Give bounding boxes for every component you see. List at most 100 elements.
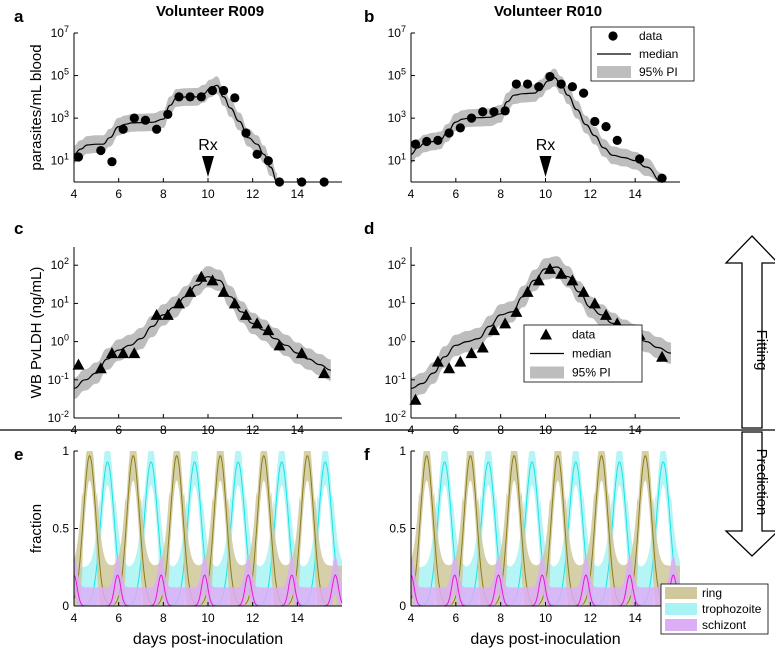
- data-point: [489, 107, 499, 117]
- x-tick-label: 8: [497, 187, 504, 201]
- legend-label: ring: [702, 586, 722, 600]
- x-tick-label: 4: [408, 187, 415, 201]
- y-axis-label: fraction: [28, 504, 45, 553]
- data-point: [117, 347, 130, 359]
- panel-d: d 4 6 8 10 12 14 10-2 10-1 100 101 102 data median 95%…: [364, 219, 680, 437]
- y-tick-label: 0.5: [389, 522, 406, 536]
- legend-label: median: [639, 47, 678, 61]
- data-point: [230, 93, 240, 103]
- x-tick-label: 8: [497, 423, 504, 437]
- median-line: [73, 276, 331, 389]
- data-point: [422, 136, 432, 147]
- rx-annotation-arrow: [539, 156, 552, 177]
- x-tick-label: 12: [246, 423, 260, 437]
- x-tick-label: 6: [452, 611, 459, 625]
- data-point: [152, 124, 162, 134]
- x-tick-label: 14: [291, 423, 305, 437]
- data-point: [207, 85, 218, 96]
- schizont-line: [73, 574, 343, 607]
- panel-letter: b: [364, 7, 374, 26]
- y-tick-label: 0: [399, 599, 406, 613]
- y-tick-label: 102: [388, 256, 406, 272]
- data-point: [163, 109, 173, 119]
- data-point: [555, 267, 568, 279]
- legend-schizont-swatch: [665, 619, 697, 631]
- data-point: [128, 347, 141, 359]
- rx-annotation-arrow: [202, 156, 214, 177]
- x-tick-label: 12: [584, 423, 598, 437]
- data-point: [534, 82, 544, 92]
- data-point: [510, 305, 523, 317]
- data-point: [487, 324, 500, 336]
- legend-label: data: [639, 29, 663, 43]
- ring-band: [74, 451, 342, 606]
- y-tick-label: 0.5: [52, 522, 69, 536]
- x-tick-label: 6: [452, 187, 459, 201]
- fitting-arrow: [724, 235, 775, 429]
- x-tick-label: 6: [115, 423, 122, 437]
- rx-annotation-label: Rx: [198, 137, 218, 154]
- schizont-line: [410, 574, 681, 607]
- y-tick-label: 10-1: [48, 371, 69, 387]
- data-point: [465, 347, 478, 359]
- data-point: [251, 317, 264, 329]
- x-tick-label: 8: [497, 611, 504, 625]
- panel-letter: c: [14, 219, 23, 238]
- data-point: [72, 358, 85, 370]
- y-tick-label: 107: [388, 24, 406, 40]
- data-point: [140, 115, 151, 125]
- data-point: [522, 79, 533, 89]
- prediction-label: Prediction: [753, 449, 770, 516]
- data-point: [521, 285, 534, 297]
- data-point: [161, 308, 174, 320]
- x-tick-label: 8: [160, 187, 167, 201]
- legend-data-marker: [540, 328, 552, 340]
- x-tick-label: 14: [628, 611, 642, 625]
- data-point: [262, 324, 275, 336]
- data-point: [454, 355, 467, 367]
- panel-a: a 4 6 8 10 12 14 101 103 105 107 Rx parasites/mL blo…: [14, 7, 342, 201]
- x-tick-label: 12: [246, 187, 260, 201]
- x-tick-label: 14: [628, 423, 642, 437]
- y-tick-label: 100: [388, 333, 406, 349]
- data-point: [118, 124, 128, 134]
- x-tick-label: 14: [291, 611, 305, 625]
- x-tick-label: 12: [246, 611, 260, 625]
- data-point: [612, 135, 622, 146]
- x-tick-label: 6: [115, 611, 122, 625]
- legend-pi-swatch: [530, 366, 564, 379]
- x-tick-label: 4: [71, 423, 78, 437]
- data-point: [545, 71, 555, 82]
- data-point: [499, 317, 512, 329]
- legend-label: trophozoite: [702, 602, 762, 616]
- y-tick-label: 1: [62, 444, 69, 458]
- panel-letter: d: [364, 219, 374, 238]
- data-point: [94, 362, 107, 374]
- data-point: [476, 341, 489, 353]
- data-point: [567, 82, 578, 92]
- title-r009: Volunteer R009: [156, 3, 264, 20]
- x-tick-label: 10: [201, 187, 215, 201]
- data-point: [635, 154, 645, 164]
- data-point: [219, 85, 229, 96]
- data-point: [172, 297, 185, 309]
- x-tick-label: 10: [201, 611, 215, 625]
- y-tick-label: 101: [51, 152, 69, 168]
- x-tick-label: 14: [628, 187, 642, 201]
- legend-ring-swatch: [665, 587, 697, 599]
- panel-c: c 4 6 8 10 12 14 10-2 10-1 100 101 102 WB PvLDH (ng/…: [14, 219, 342, 437]
- data-point: [150, 308, 163, 320]
- y-tick-label: 0: [62, 599, 69, 613]
- data-point: [590, 116, 600, 127]
- data-point: [228, 297, 241, 309]
- data-point: [295, 347, 308, 359]
- y-tick-label: 105: [51, 67, 69, 83]
- pi-band: [74, 76, 278, 182]
- panel-e: e 4 6 8 10 12 14 0 0.5 1 fraction days post-inocula…: [14, 444, 343, 648]
- data-point: [252, 149, 262, 159]
- panel-f: f 4 6 8 10 12 14 0 0.5 1 days post-inoculation ring…: [364, 444, 769, 648]
- data-point: [129, 113, 139, 123]
- data-point: [566, 274, 579, 286]
- x-tick-label: 10: [201, 423, 215, 437]
- x-tick-label: 10: [539, 423, 553, 437]
